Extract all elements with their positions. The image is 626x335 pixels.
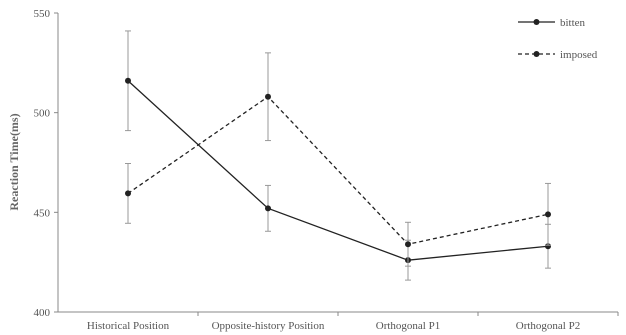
data-point xyxy=(125,77,131,84)
y-tick-label: 400 xyxy=(34,307,51,319)
data-point xyxy=(405,241,411,248)
series-line-bitten xyxy=(127,80,549,261)
x-tick-label: Orthogonal P2 xyxy=(516,320,580,332)
y-tick-label: 550 xyxy=(34,8,51,20)
legend-marker-imposed xyxy=(533,51,540,57)
series-line-imposed xyxy=(127,95,549,245)
legend-label-imposed: imposed xyxy=(560,49,598,61)
legend-label-bitten: bitten xyxy=(560,17,586,29)
y-ticks: 400 450 500 550 xyxy=(34,8,58,319)
y-axis-title: Reaction Time(ms) xyxy=(7,113,21,210)
series-layer xyxy=(125,30,551,281)
x-ticks: Historical Position Opposite-history Posi… xyxy=(87,312,619,332)
series-bitten xyxy=(125,30,551,281)
data-point xyxy=(125,190,131,197)
x-tick-label: Opposite-history Position xyxy=(212,320,325,332)
data-point xyxy=(545,211,551,218)
y-tick-label: 500 xyxy=(34,108,51,120)
legend: bitten imposed xyxy=(518,17,598,61)
data-point xyxy=(545,243,551,250)
x-tick-label: Orthogonal P1 xyxy=(376,320,440,332)
y-tick-label: 450 xyxy=(34,207,51,219)
series-imposed xyxy=(125,52,551,267)
legend-marker-bitten xyxy=(533,19,540,25)
data-point xyxy=(265,205,271,212)
axes xyxy=(57,13,618,313)
x-tick-label: Historical Position xyxy=(87,320,170,332)
data-point xyxy=(265,93,271,100)
